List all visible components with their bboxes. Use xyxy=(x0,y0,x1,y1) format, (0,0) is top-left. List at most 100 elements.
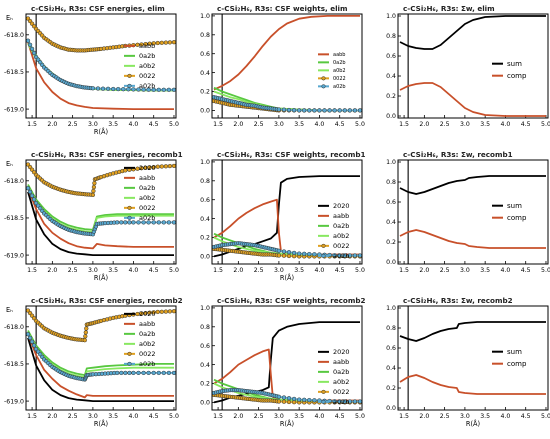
series-point-0022 xyxy=(151,41,156,46)
plot-frame xyxy=(25,159,177,265)
chart-5: c-CSi₂H₆, R3s: Σw, recomb1 1.5 2.0 2.5 3.0 3.… xyxy=(386,150,550,274)
series-point-a02b xyxy=(27,335,33,341)
series-point-a02b xyxy=(146,370,151,376)
series-point-a02b xyxy=(166,87,172,92)
x-tick-label: 2.0 xyxy=(419,413,429,420)
legend-label-0022: 0022 xyxy=(139,72,156,80)
series-point-0022 xyxy=(151,164,156,170)
legend-label-a0b2: a0b2 xyxy=(139,194,155,202)
series-point-a02b xyxy=(352,253,358,258)
series-point-a02b xyxy=(141,87,146,92)
series-point-a02b xyxy=(121,87,126,92)
legend-label-sum: sum xyxy=(507,202,522,210)
series-point-a02b xyxy=(342,253,347,258)
chart-title: c-CSi₂H₆, R3s: CSF weights, recomb1 xyxy=(217,150,365,159)
series-point-a02b xyxy=(131,370,136,376)
y-tick-label: -619.0 xyxy=(4,398,24,405)
series-point-a02b xyxy=(141,220,146,225)
x-tick-label: 3.5 xyxy=(480,267,490,274)
series-point-a02b xyxy=(291,250,297,256)
legend-label-comp: comp xyxy=(507,72,527,80)
legend-marker-0022 xyxy=(127,205,132,210)
series-line-aabb xyxy=(27,41,174,110)
series-point-a02b xyxy=(276,394,282,399)
plot-frame xyxy=(211,159,363,265)
x-tick-label: 1.5 xyxy=(399,413,409,420)
x-tick-label: 5.0 xyxy=(169,267,179,274)
series-point-a02b xyxy=(332,108,337,113)
x-axis-label: R(Å) xyxy=(280,273,294,282)
x-axis-label: R(Å) xyxy=(94,127,108,136)
series-point-0022 xyxy=(82,338,87,343)
series-point-0022 xyxy=(139,166,144,171)
chart-7: c-CSi₂H₆, R3s: CSF weights, recomb2 1.5 2.… xyxy=(200,296,365,428)
x-tick-label: 1.5 xyxy=(27,413,37,420)
series-point-a02b xyxy=(307,251,312,257)
series-point-a02b xyxy=(281,107,287,112)
x-tick-label: 3.5 xyxy=(108,413,118,420)
series-point-0022 xyxy=(155,309,160,315)
series-point-a02b xyxy=(151,370,156,376)
y-tick-label: 0.4 xyxy=(200,70,210,77)
legend-label-aabb: aabb xyxy=(333,212,349,220)
series-point-0022 xyxy=(147,41,152,46)
legend-label-comp: comp xyxy=(507,360,527,368)
x-tick-label: 3.0 xyxy=(274,121,284,128)
y-tick-label: 0.6 xyxy=(386,199,396,206)
series-point-0022 xyxy=(135,166,140,171)
legend-label-a02b: a02b xyxy=(333,398,349,406)
legend-label-0022: 0022 xyxy=(333,76,346,82)
series-point-a02b xyxy=(297,251,302,256)
series-point-a02b xyxy=(161,87,166,92)
y-tick-label: 0.4 xyxy=(386,219,396,226)
legend-marker-a02b xyxy=(127,361,132,366)
plot-area xyxy=(26,160,176,264)
series-point-0022 xyxy=(147,165,152,170)
x-tick-label: 3.5 xyxy=(108,121,118,128)
series-point-0022 xyxy=(286,253,292,259)
plot-area xyxy=(399,14,546,118)
x-tick-label: 1.5 xyxy=(213,121,223,128)
x-tick-label: 4.5 xyxy=(521,413,531,420)
legend-marker-a02b xyxy=(321,253,326,258)
series-point-a02b xyxy=(146,220,151,225)
series-point-0022 xyxy=(281,253,287,258)
series-line-0a2b xyxy=(27,184,174,231)
chart-title: c-CSi₂H₆, R3s: CSF weights, elim xyxy=(217,4,348,13)
y-tick-label: 0.2 xyxy=(200,381,210,388)
chart-title: c-CSi₂H₆, R3s: Σw, elim xyxy=(403,4,495,13)
plot-frame xyxy=(211,13,363,119)
legend-label-0a2b: 0a2b xyxy=(139,52,155,60)
x-tick-label: 5.0 xyxy=(541,121,550,128)
x-tick-label: 2.5 xyxy=(68,413,78,420)
legend-label-a02b: a02b xyxy=(139,82,155,90)
series-point-a02b xyxy=(297,397,302,402)
series-point-0022 xyxy=(163,309,169,314)
series-point-0022 xyxy=(171,40,176,45)
legend-marker-a02b xyxy=(127,83,132,88)
legend: 2020 aabb 0a2b a0b2 0022 a02b xyxy=(124,164,156,222)
legend-label-0022: 0022 xyxy=(333,242,350,250)
x-tick-label: 4.0 xyxy=(315,121,325,128)
series-point-0022 xyxy=(155,164,160,169)
series-point-a02b xyxy=(151,220,156,225)
y-axis-label: Eₕ xyxy=(6,14,13,22)
series-point-a02b xyxy=(342,108,347,113)
series-point-a02b xyxy=(127,220,132,225)
y-axis-label: Eₕ xyxy=(6,160,13,168)
legend-label-a0b2: a0b2 xyxy=(139,62,155,70)
x-tick-label: 4.5 xyxy=(335,267,345,274)
y-tick-label: 1.0 xyxy=(200,305,210,312)
series-point-a02b xyxy=(119,220,124,225)
series-line-2020 xyxy=(27,191,174,256)
series-point-0022 xyxy=(171,163,176,169)
legend-label-sum: sum xyxy=(507,60,522,68)
series-point-a02b xyxy=(156,87,161,92)
x-tick-label: 5.0 xyxy=(541,413,550,420)
y-tick-label: 0.8 xyxy=(386,33,396,40)
y-tick-label: 0.8 xyxy=(200,178,210,185)
chart-0: c-CSi₂H₆, R3s: CSF energies, elim 1.5 2.0 2… xyxy=(4,4,179,136)
series-point-a02b xyxy=(151,87,156,92)
y-tick-label: 1.0 xyxy=(386,305,396,312)
series-point-0022 xyxy=(155,40,160,46)
